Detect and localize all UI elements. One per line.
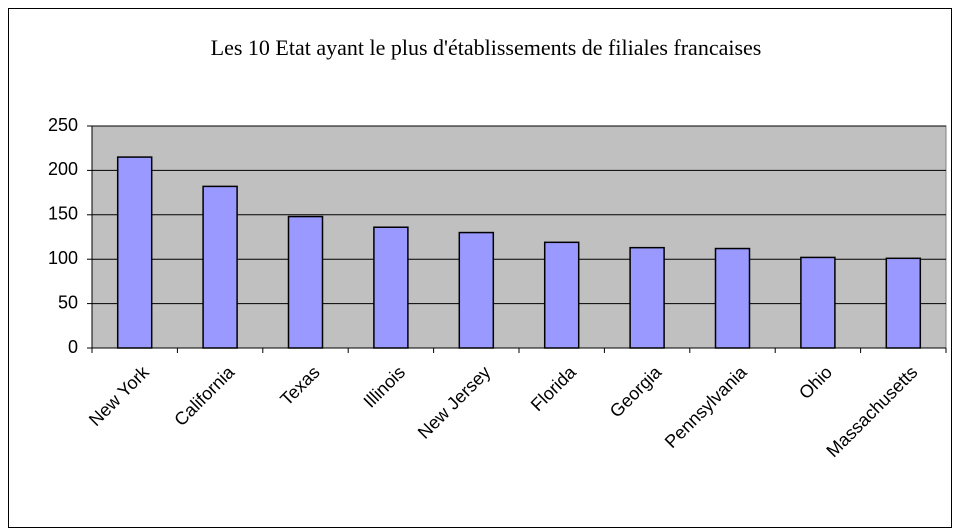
bar bbox=[287, 215, 324, 349]
y-tick-label: 100 bbox=[48, 248, 78, 268]
y-tick-label: 150 bbox=[48, 204, 78, 224]
bar bbox=[543, 241, 580, 349]
bar bbox=[458, 231, 495, 349]
bar bbox=[800, 256, 836, 349]
bar bbox=[202, 185, 238, 349]
bar bbox=[714, 247, 751, 349]
bar bbox=[885, 257, 922, 349]
y-tick-label: 0 bbox=[68, 337, 78, 357]
bar bbox=[373, 226, 409, 349]
bar bbox=[116, 156, 153, 349]
y-tick-label: 50 bbox=[58, 292, 78, 312]
y-tick-label: 200 bbox=[48, 159, 78, 179]
bar bbox=[629, 246, 665, 349]
y-tick-label: 250 bbox=[48, 115, 78, 135]
chart-title: Les 10 Etat ayant le plus d'établissemen… bbox=[211, 35, 762, 60]
